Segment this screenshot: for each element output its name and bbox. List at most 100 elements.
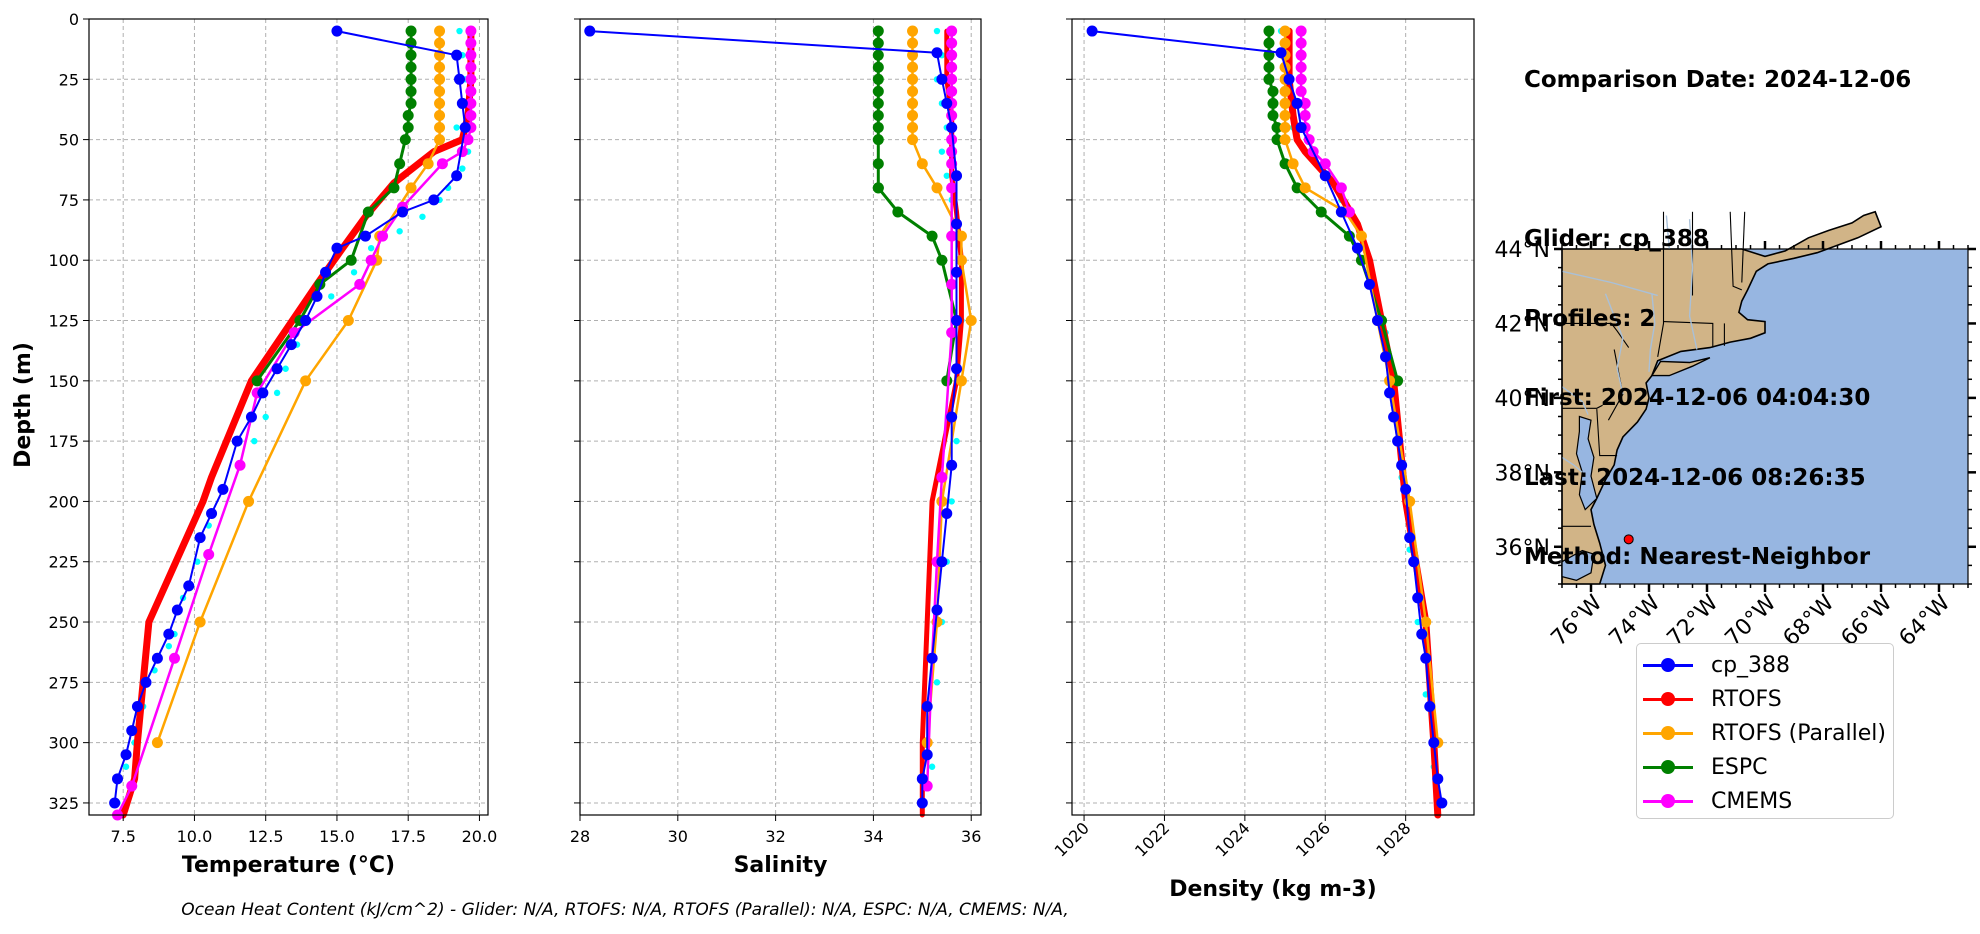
legend-label: RTOFS bbox=[1711, 686, 1782, 712]
lat-tick-label: 44°N bbox=[1495, 238, 1550, 263]
x-axis-label: Temperature (°C) bbox=[182, 853, 395, 878]
data-point bbox=[946, 146, 958, 158]
x-tick-label: 15.0 bbox=[319, 827, 355, 846]
data-point bbox=[965, 315, 977, 327]
data-point bbox=[362, 206, 374, 218]
data-point bbox=[872, 122, 884, 134]
lat-tick-label: 42°N bbox=[1495, 312, 1550, 337]
info-spacer bbox=[1524, 147, 1911, 174]
data-point bbox=[941, 375, 953, 387]
data-point bbox=[436, 158, 448, 170]
data-point bbox=[405, 73, 417, 85]
info-last: Last: 2024-12-06 08:26:35 bbox=[1524, 464, 1866, 491]
data-point bbox=[946, 49, 958, 61]
data-point bbox=[394, 158, 406, 170]
data-point bbox=[1267, 97, 1279, 109]
data-point bbox=[459, 122, 471, 134]
data-point bbox=[1291, 97, 1303, 109]
data-point bbox=[946, 85, 958, 97]
state-border bbox=[1596, 409, 1618, 457]
data-point bbox=[465, 85, 477, 97]
density-panel: 1020 1022 1024 1026 1028 Density (kg m-3) bbox=[1051, 18, 1475, 902]
data-point bbox=[131, 700, 143, 712]
data-point bbox=[271, 363, 283, 375]
data-point bbox=[282, 365, 289, 372]
lat-tick-label: 40°N bbox=[1495, 387, 1550, 412]
data-point bbox=[946, 134, 958, 146]
data-point bbox=[1279, 25, 1291, 37]
data-point bbox=[872, 61, 884, 73]
data-point bbox=[434, 97, 446, 109]
data-point bbox=[916, 158, 928, 170]
data-point bbox=[872, 97, 884, 109]
data-point bbox=[465, 61, 477, 73]
data-point bbox=[1416, 628, 1428, 640]
data-point bbox=[948, 498, 955, 505]
data-point bbox=[1384, 375, 1396, 387]
x-tick-label: 12.5 bbox=[248, 827, 284, 846]
data-point bbox=[405, 85, 417, 97]
y-tick-label: 175 bbox=[48, 432, 79, 451]
data-point bbox=[465, 97, 477, 109]
data-point bbox=[453, 124, 460, 131]
data-point bbox=[951, 218, 963, 230]
data-point bbox=[1275, 47, 1287, 59]
data-point bbox=[1428, 737, 1440, 749]
data-point bbox=[1351, 242, 1363, 254]
data-point bbox=[397, 206, 408, 218]
data-point bbox=[405, 97, 417, 109]
series-line bbox=[156, 29, 441, 744]
data-point bbox=[938, 148, 946, 155]
data-point bbox=[872, 73, 884, 85]
data-point bbox=[936, 471, 948, 483]
series-line bbox=[119, 27, 475, 819]
data-point bbox=[916, 773, 928, 785]
data-point bbox=[1295, 122, 1307, 134]
data-point bbox=[245, 411, 257, 423]
data-point bbox=[1263, 61, 1275, 73]
data-point bbox=[584, 25, 596, 37]
data-point bbox=[388, 182, 400, 194]
x-tick-label: 32 bbox=[765, 827, 785, 846]
data-point bbox=[206, 507, 218, 519]
data-point bbox=[359, 230, 371, 242]
data-point bbox=[1086, 25, 1098, 37]
data-point bbox=[946, 459, 958, 471]
data-point bbox=[231, 435, 243, 447]
data-point bbox=[342, 315, 354, 327]
data-point bbox=[916, 797, 928, 809]
data-point bbox=[933, 27, 941, 35]
legend-item: RTOFS bbox=[1637, 682, 1893, 716]
y-tick-label: 0 bbox=[69, 10, 79, 29]
data-point bbox=[951, 266, 963, 278]
y-tick-label: 50 bbox=[59, 131, 79, 150]
data-point bbox=[462, 134, 474, 146]
lon-tick-label: 76°W bbox=[1547, 590, 1608, 651]
x-tick-label: 1024 bbox=[1211, 818, 1253, 860]
data-point bbox=[907, 85, 919, 97]
data-point bbox=[1279, 158, 1291, 170]
axes-frame bbox=[579, 18, 982, 816]
data-point bbox=[251, 375, 263, 387]
data-point bbox=[1408, 556, 1420, 568]
legend-item: CMEMS bbox=[1637, 784, 1893, 818]
river bbox=[1665, 215, 1670, 250]
data-point bbox=[1295, 85, 1307, 97]
legend-swatch bbox=[1643, 723, 1693, 743]
data-point bbox=[350, 269, 358, 276]
data-point bbox=[434, 73, 446, 85]
data-point bbox=[892, 206, 904, 218]
data-point bbox=[1295, 25, 1307, 37]
x-tick-label: 34 bbox=[863, 827, 883, 846]
data-point bbox=[921, 749, 933, 761]
data-point bbox=[931, 47, 943, 59]
data-point bbox=[943, 172, 950, 179]
data-point bbox=[354, 278, 366, 290]
data-point bbox=[1392, 435, 1404, 447]
legend-swatch bbox=[1643, 791, 1693, 811]
data-point bbox=[1343, 206, 1355, 218]
info-glider: Glider: cp_388 bbox=[1524, 226, 1709, 252]
data-point bbox=[1299, 97, 1311, 109]
data-point bbox=[1432, 773, 1444, 785]
data-point bbox=[1279, 134, 1291, 146]
